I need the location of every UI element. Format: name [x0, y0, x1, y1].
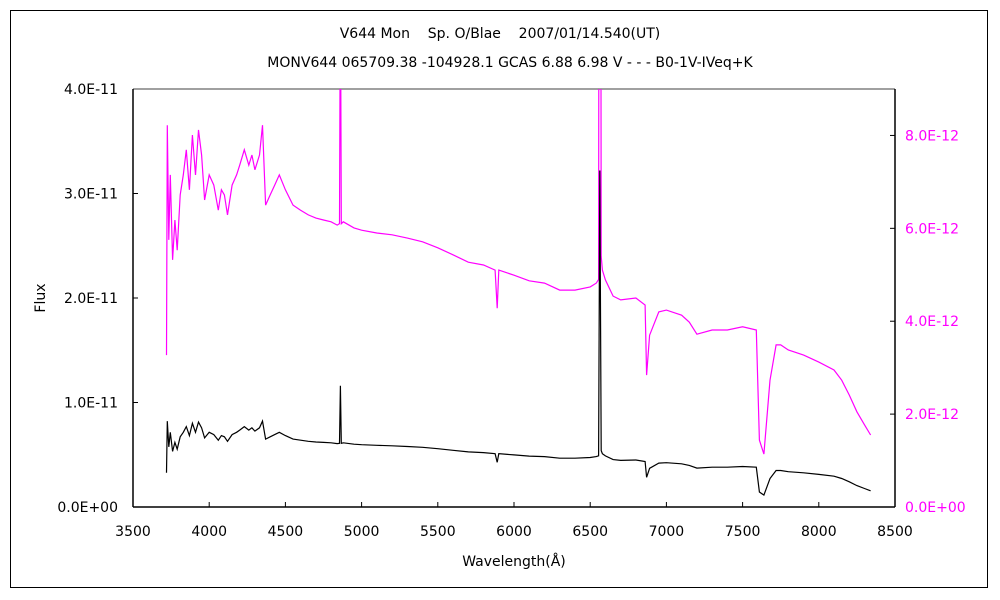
chart-subtitle: MONV644 065709.38 -104928.1 GCAS 6.88 6.…	[267, 55, 753, 71]
chart-title: V644 Mon Sp. O/Blae 2007/01/14.540(UT)	[340, 26, 661, 42]
x-tick-label: 5500	[420, 524, 456, 540]
x-tick-label: 7000	[649, 524, 685, 540]
x-tick-label: 8500	[877, 524, 913, 540]
left-tick-label: 0.0E+00	[57, 500, 118, 516]
right-tick-label: 8.0E-12	[905, 128, 959, 144]
right-tick-label: 2.0E-12	[905, 407, 959, 423]
left-tick-label: 3.0E-11	[64, 187, 118, 203]
series-line-left-axis	[165, 170, 871, 497]
left-tick-label: 2.0E-11	[64, 291, 118, 307]
x-tick-label: 3500	[115, 524, 151, 540]
x-tick-label: 4500	[268, 524, 304, 540]
right-tick-label: 6.0E-12	[905, 221, 959, 237]
x-tick-label: 4000	[191, 524, 227, 540]
series-line-right-axis	[165, 89, 872, 455]
x-tick-label: 6500	[572, 524, 608, 540]
x-tick-label: 5000	[344, 524, 380, 540]
right-tick-label: 0.0E+00	[905, 500, 966, 516]
right-tick-label: 4.0E-12	[905, 314, 959, 330]
left-tick-label: 1.0E-11	[64, 396, 118, 412]
left-tick-label: 4.0E-11	[64, 82, 118, 98]
x-axis-label: Wavelength(Å)	[462, 553, 566, 570]
x-tick-label: 7500	[725, 524, 761, 540]
chart-frame	[10, 10, 988, 588]
y-axis-label: Flux	[33, 283, 49, 312]
x-tick-label: 8000	[801, 524, 837, 540]
x-tick-label: 6000	[496, 524, 532, 540]
